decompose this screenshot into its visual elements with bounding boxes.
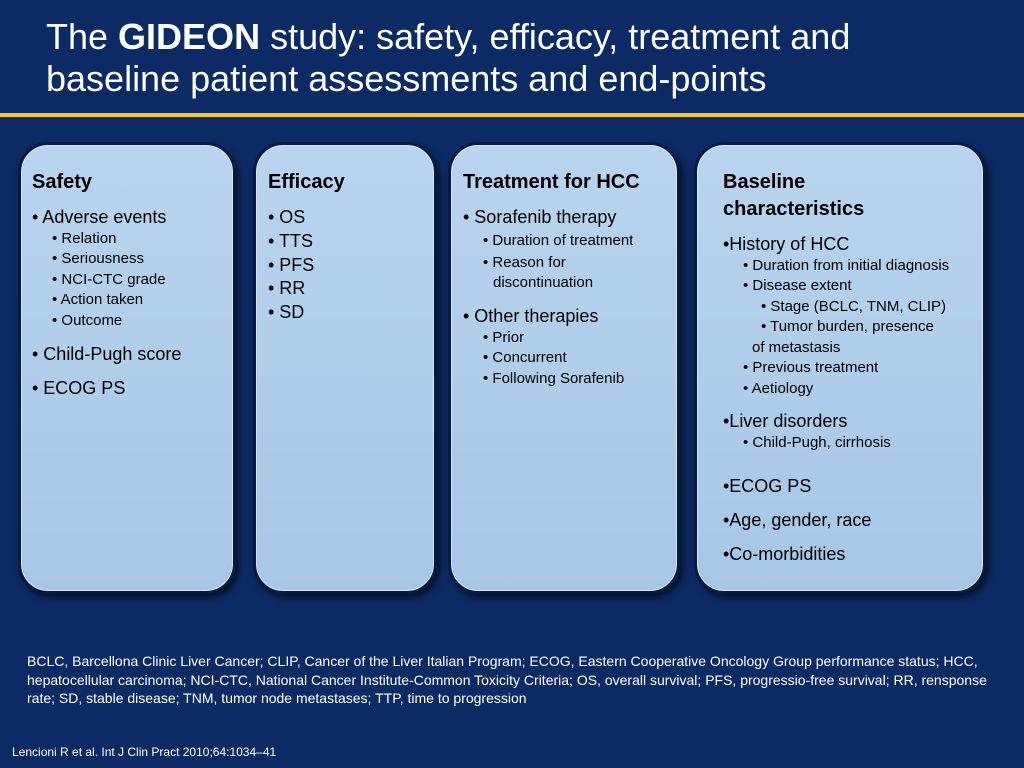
title-study-name: GIDEON <box>118 16 261 57</box>
list-item: • Disease extent <box>743 277 852 294</box>
list-item: • Duration of treatment <box>483 232 634 249</box>
treatment-panel: Treatment for HCC • Sorafenib therapy • … <box>448 142 680 594</box>
list-item: • Child-Pugh, cirrhosis <box>743 434 891 451</box>
baseline-panel: Baseline characteristics •History of HCC… <box>694 142 986 594</box>
list-item: • Adverse events <box>32 207 167 227</box>
list-item: • PFS <box>268 255 315 275</box>
list-item: • Seriousness <box>52 250 144 267</box>
list-item: • Relation <box>52 230 117 247</box>
list-item: •Liver disorders <box>723 411 848 431</box>
list-item: • ECOG PS <box>32 378 126 398</box>
list-item: •ECOG PS <box>723 476 812 496</box>
treatment-panel-title: Treatment for HCC <box>463 171 640 193</box>
list-item: • NCI-CTC grade <box>52 271 166 288</box>
safety-panel-title: Safety <box>32 171 93 193</box>
list-item: •Co-morbidities <box>723 544 846 564</box>
baseline-panel-title-line-1: Baseline <box>723 171 806 193</box>
slide-title: The GIDEON study: safety, efficacy, trea… <box>46 16 1006 100</box>
list-item: • Sorafenib therapy <box>463 207 617 227</box>
list-item: • Other therapies <box>463 306 599 326</box>
list-item: • Stage (BCLC, TNM, CLIP) <box>761 298 947 315</box>
title-prefix: The <box>46 16 119 57</box>
baseline-panel-title-line-2: characteristics <box>723 198 865 220</box>
efficacy-panel-title: Efficacy <box>268 171 345 193</box>
list-item: • Duration from initial diagnosis <box>743 257 950 274</box>
list-item: • TTS <box>268 231 313 251</box>
list-item: • Outcome <box>52 312 123 329</box>
list-item: discontinuation <box>493 274 594 291</box>
list-item: of metastasis <box>752 339 841 356</box>
list-item: • Concurrent <box>483 349 567 366</box>
list-item: • Following Sorafenib <box>483 370 625 387</box>
efficacy-panel: Efficacy • OS • TTS • PFS • RR • SD <box>253 142 437 594</box>
citation: Lencioni R et al. Int J Clin Pract 2010;… <box>12 745 277 759</box>
list-item: • OS <box>268 207 306 227</box>
list-item: • RR <box>268 278 306 298</box>
title-line-1-rest: study: safety, efficacy, treatment and <box>260 16 851 57</box>
safety-panel: Safety • Adverse events • Relation • Ser… <box>18 142 236 594</box>
list-item: • SD <box>268 302 305 322</box>
list-item: • Reason for <box>483 254 566 271</box>
list-item: • Tumor burden, presence <box>761 318 934 335</box>
list-item: •Age, gender, race <box>723 510 872 530</box>
title-line-1: The GIDEON study: safety, efficacy, trea… <box>46 16 1006 58</box>
list-item: •History of HCC <box>723 234 850 254</box>
list-item: • Prior <box>483 329 525 346</box>
list-item: • Previous treatment <box>743 359 879 376</box>
list-item: • Action taken <box>52 291 144 308</box>
title-line-2: baseline patient assessments and end-poi… <box>46 58 767 99</box>
title-divider <box>0 113 1024 117</box>
list-item: • Child-Pugh score <box>32 344 182 364</box>
list-item: • Aetiology <box>743 380 814 397</box>
abbreviations-footnote: BCLC, Barcellona Clinic Liver Cancer; CL… <box>27 653 987 706</box>
